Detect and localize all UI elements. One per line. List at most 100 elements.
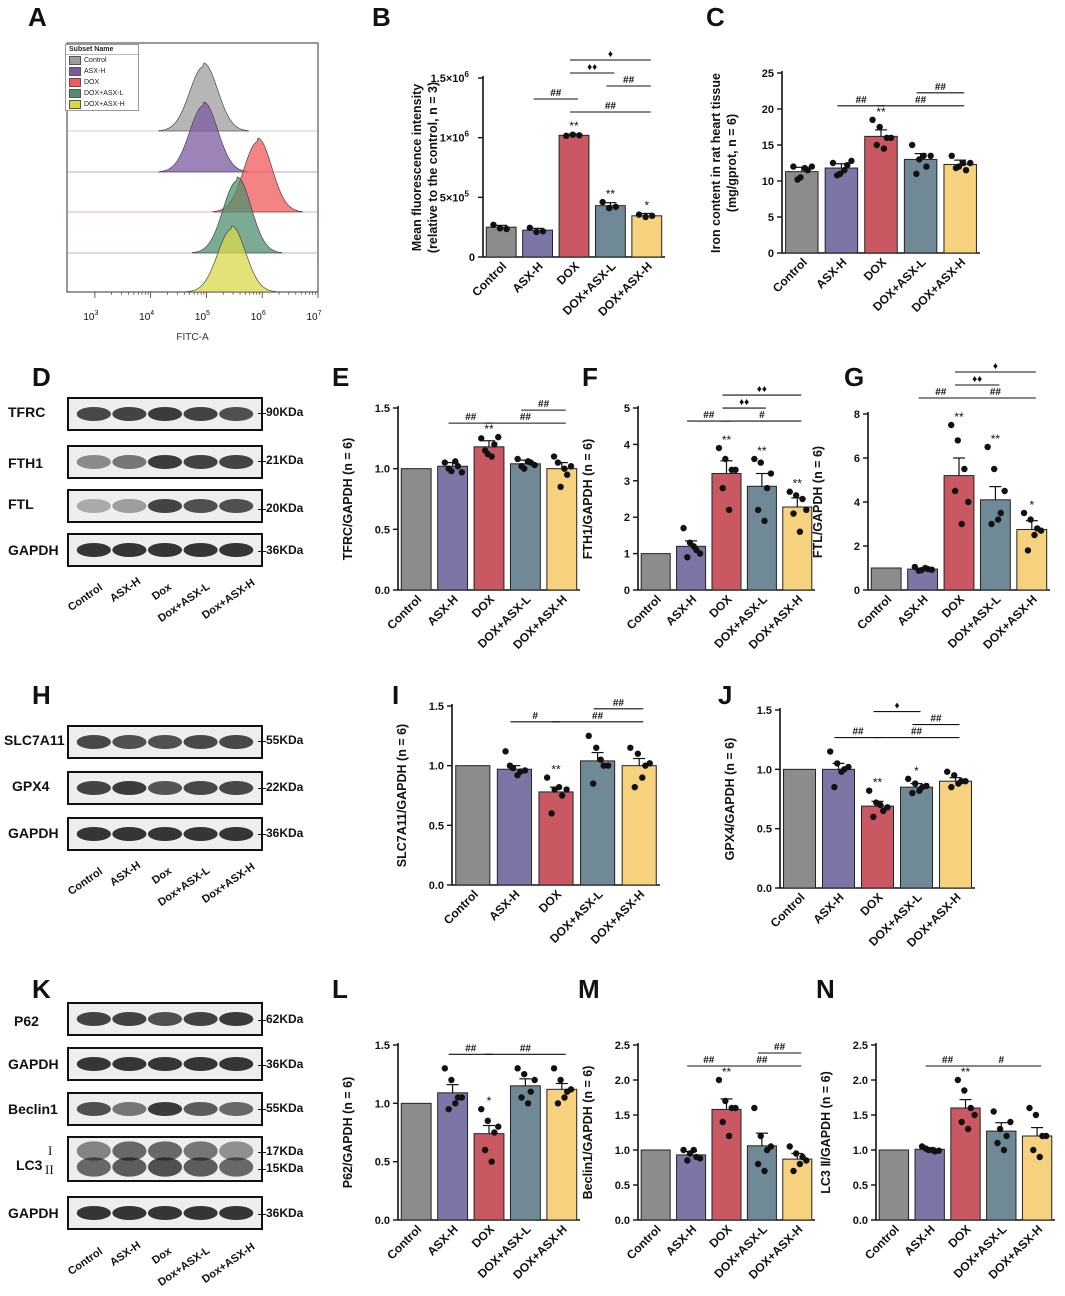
blot-band [183,1011,218,1027]
comparison-label: ## [703,1055,715,1066]
data-point [680,524,687,532]
data-point [495,1123,502,1130]
flow-legend-dox-asx-l: DOX+ASX-L [84,90,124,97]
data-point [1000,1146,1008,1154]
blot-band [183,734,218,750]
y-tick-label: 0.0 [615,1215,630,1227]
blot-band [76,734,111,750]
bar-dox [861,805,894,889]
y-axis-label: FTH1/GAPDH (n = 6) [581,439,595,560]
y-tick-label: 15 [762,140,774,152]
data-point [558,792,566,799]
comparison-label: ♦♦ [757,384,767,395]
data-point [951,772,958,779]
data-point [971,1111,978,1119]
data-point [922,1145,930,1152]
blot-band [183,1056,218,1072]
data-point [725,1132,733,1140]
data-point [948,152,955,159]
data-point [696,550,704,557]
blot-band [112,780,147,796]
y-tick-label: 0.5 [375,1157,390,1169]
y-axis-label: GPX4/GAPDH (n = 6) [723,738,737,861]
blot-row-label: GAPDH [8,825,59,841]
data-point [959,159,967,167]
blot-row-label: LC3 [16,1157,43,1173]
data-point [754,1160,762,1168]
blot-band [219,1011,254,1027]
data-point [599,198,606,206]
data-point [790,163,797,170]
histogram-dox-asx-l [192,176,283,254]
y-tick-label: 0.0 [375,585,390,597]
blot-band [76,1157,111,1177]
data-point [991,465,998,473]
legend-swatch-dox-asx-h [69,100,81,109]
blot-band [147,542,183,558]
flow-legend-title: Subset Name [66,45,138,55]
blot-band [112,1141,147,1161]
significance-star: ** [793,477,803,491]
data-point [527,1088,534,1095]
panel-label-c: C [706,2,725,32]
tick-label: 104 [139,310,154,323]
blot-band [147,498,183,514]
data-point [452,458,459,465]
data-point [543,774,551,781]
panel-label-f: F [582,362,598,392]
data-point [869,116,876,124]
blot-band [183,498,218,514]
data-point [576,132,583,139]
bar-dox-asx-l [580,760,616,886]
bar-chart-j: 0.0 0.5 1.0 1.5 GPX4/GAPDH (n = 6) Control ASX… [723,701,975,950]
panel-label-j: J [718,680,733,710]
comparison-label: ♦ [993,361,998,372]
comparison-label: # [999,1055,1005,1066]
significance-star: ** [606,187,616,201]
histogram-control [158,62,250,132]
data-point [920,152,927,159]
y-tick-label: 6 [854,453,860,465]
data-point [441,459,449,466]
data-point [554,1100,562,1107]
bar-asx-h [822,768,855,889]
data-point [1026,1104,1033,1112]
x-tick-label: DOX [945,1222,973,1250]
data-point [521,1070,528,1078]
data-point [757,1132,764,1140]
y-tick-label: 5 [768,212,774,224]
data-point [943,768,951,775]
data-point [488,1158,495,1165]
data-point [792,1150,800,1157]
bar-dox [864,135,898,254]
y-axis-label: (mg/gprot, n = 6) [725,114,739,212]
comparison-label: ## [465,412,477,423]
data-point [955,780,962,787]
bar-control [485,226,517,258]
kda-label: 62KDa [257,1012,304,1026]
data-point [561,1094,568,1101]
comparison-label: ## [990,387,1002,398]
data-point [725,506,733,514]
data-point [786,488,793,495]
x-tick-label: ASX-H [663,1222,699,1258]
y-axis-label: Beclin1/GAPDH (n = 6) [581,1066,595,1200]
bar-control [870,567,902,591]
x-tick-label: ASX-H [894,592,930,628]
data-point [1003,1132,1010,1140]
x-tick-label: ASX-H [509,259,545,295]
panel-label-d: D [32,362,51,392]
blot-band [147,454,183,470]
blot-band [183,406,218,422]
x-tick-label: ASX-H [424,592,460,628]
panel-label-a: A [28,2,47,32]
bar-dox-asx-h [943,163,977,254]
blot-row-label: Beclin1 [8,1101,58,1117]
blot-band [112,406,147,422]
blot-band [112,1011,147,1027]
data-point [865,787,873,794]
data-point [833,172,841,179]
data-point [593,744,600,751]
data-point [639,774,646,781]
y-tick-label: 0.0 [853,1215,868,1227]
